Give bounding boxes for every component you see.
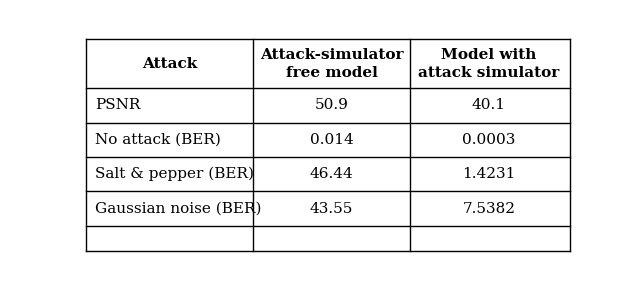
Text: Attack: Attack: [142, 57, 197, 71]
Text: Model with
attack simulator: Model with attack simulator: [419, 48, 559, 80]
Text: 46.44: 46.44: [310, 167, 353, 181]
Text: PSNR: PSNR: [95, 98, 140, 112]
Text: No attack (BER): No attack (BER): [95, 133, 221, 147]
Text: 0.014: 0.014: [310, 133, 353, 147]
Text: 1.4231: 1.4231: [462, 167, 516, 181]
Text: Salt & pepper (BER): Salt & pepper (BER): [95, 167, 254, 181]
Text: 50.9: 50.9: [315, 98, 349, 112]
Text: 43.55: 43.55: [310, 202, 353, 215]
Text: 0.0003: 0.0003: [462, 133, 516, 147]
Text: 7.5382: 7.5382: [463, 202, 515, 215]
Text: Attack-simulator
free model: Attack-simulator free model: [260, 48, 403, 80]
Text: 40.1: 40.1: [472, 98, 506, 112]
Text: Gaussian noise (BER): Gaussian noise (BER): [95, 202, 261, 215]
